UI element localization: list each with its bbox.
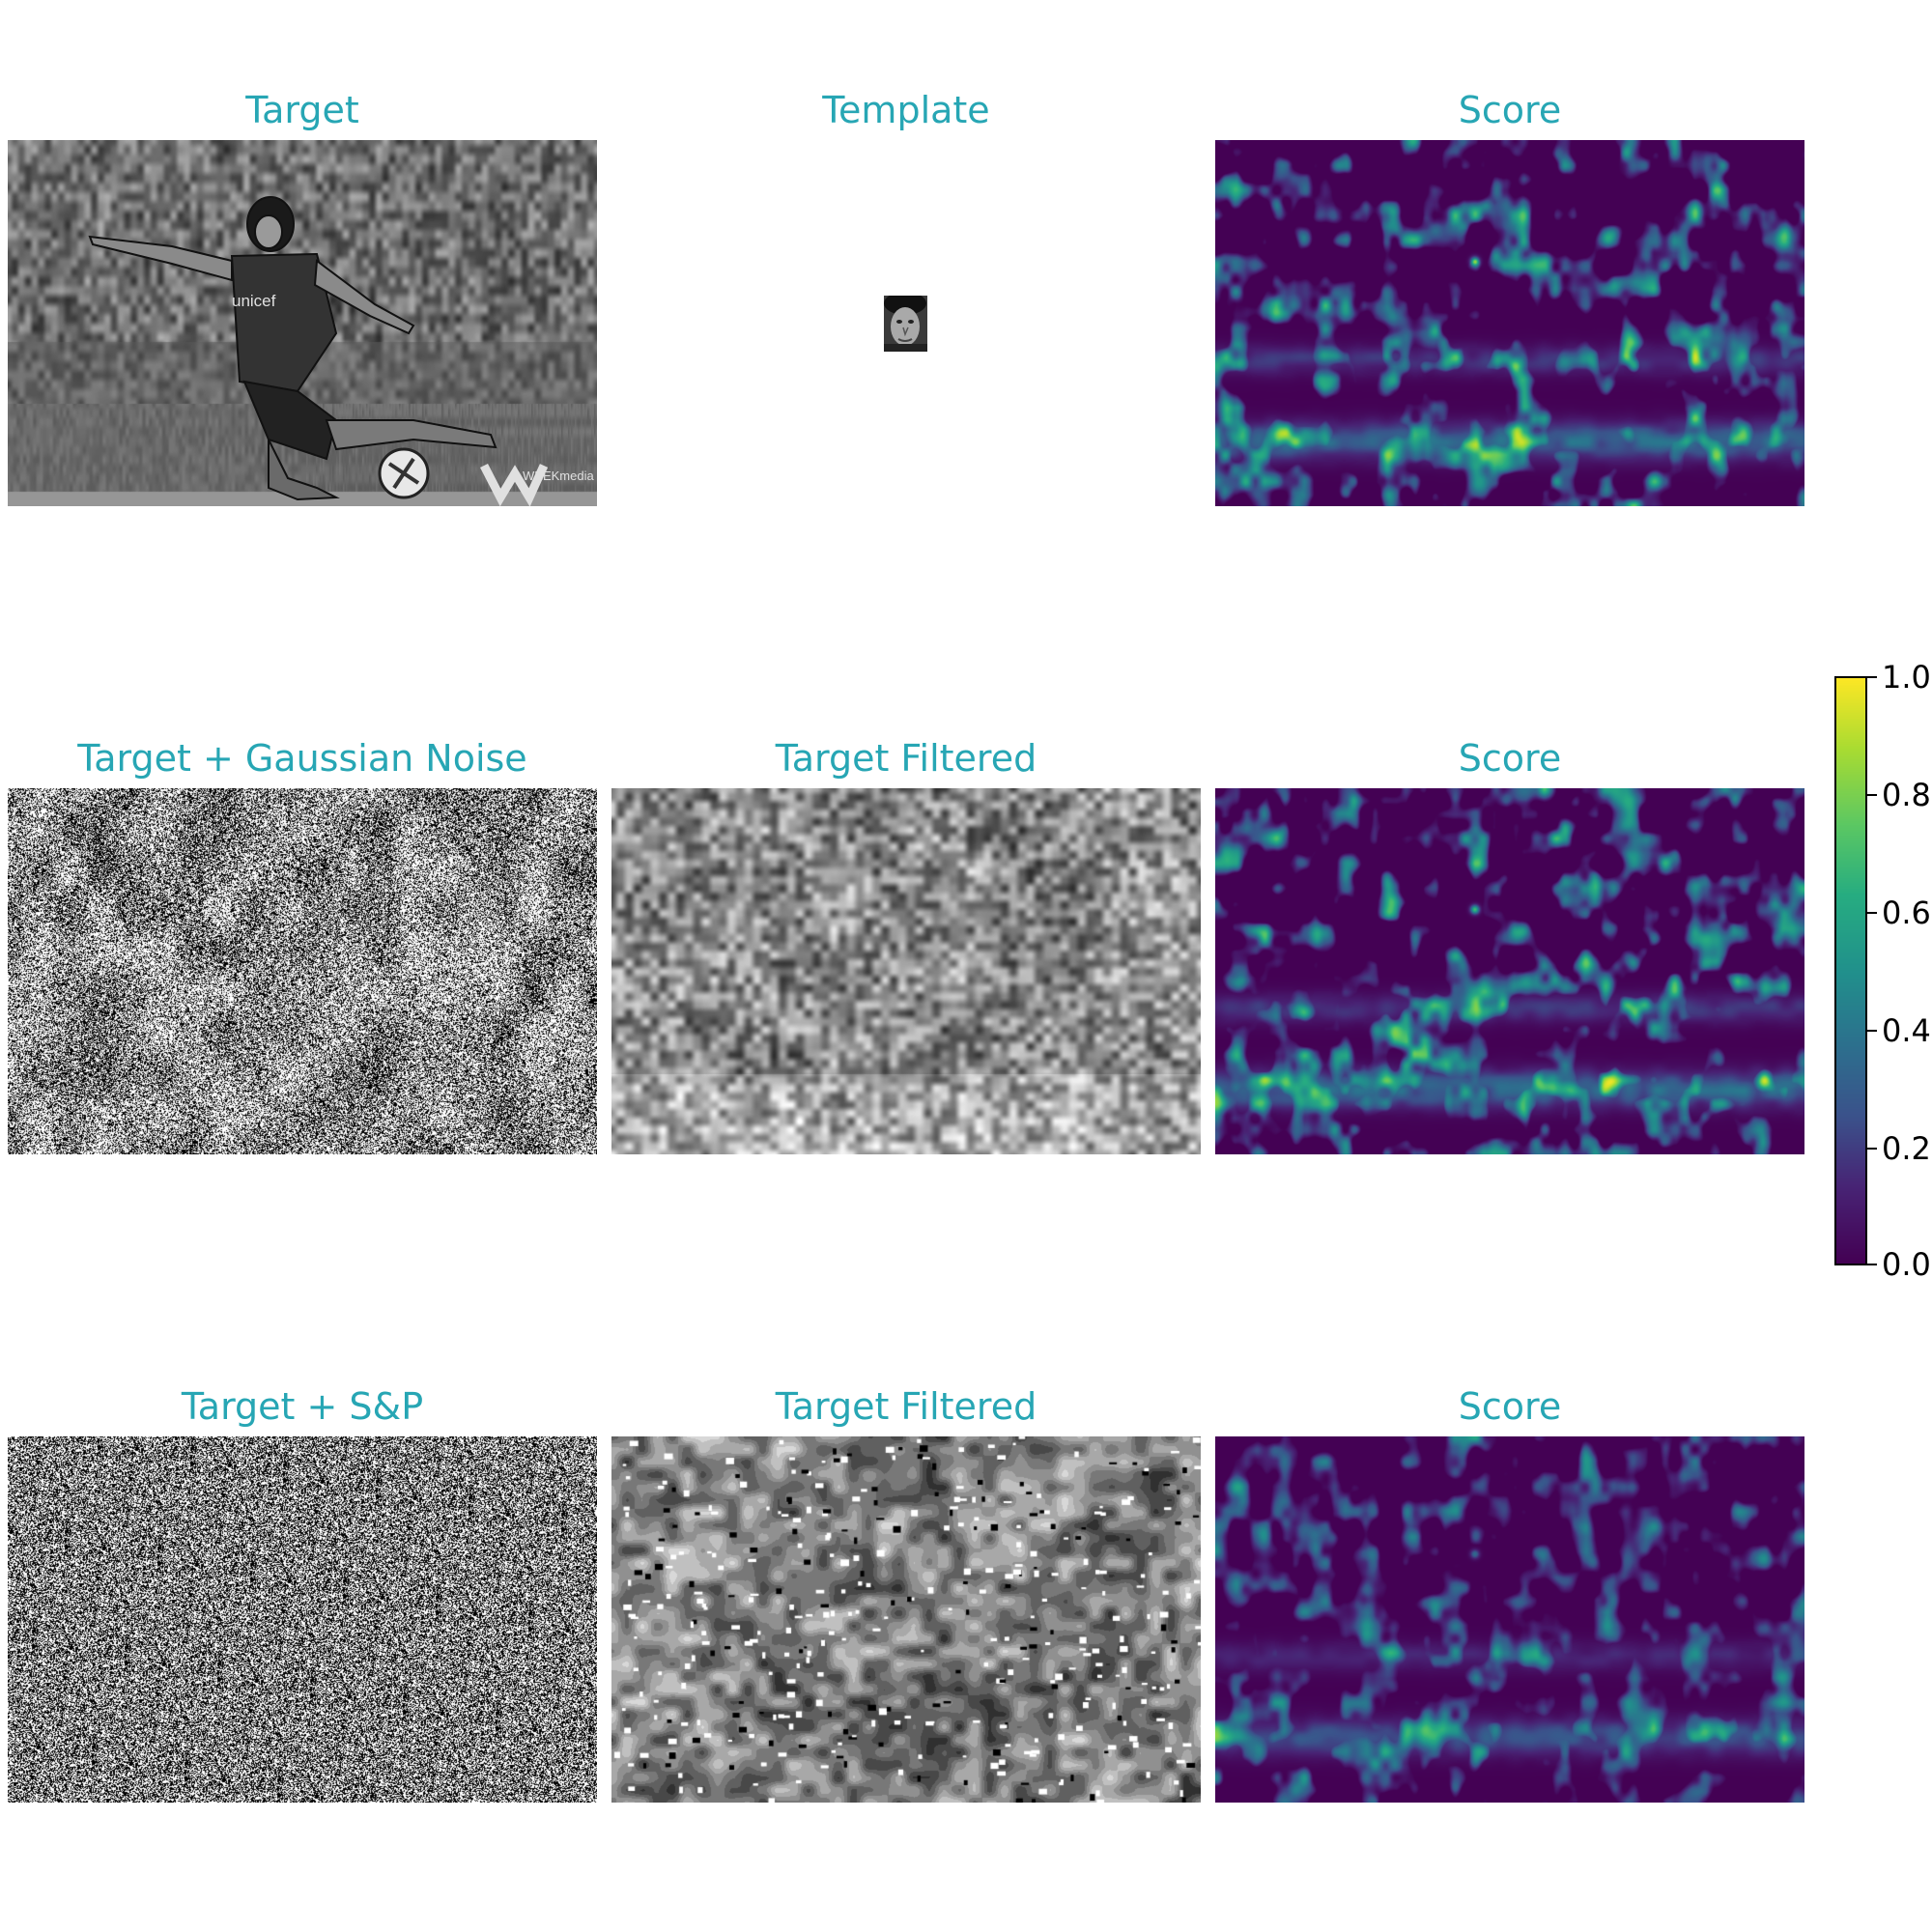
title-target-sp: Target + S&P (181, 1385, 424, 1428)
colorbar (1834, 676, 1867, 1265)
title-template: Template (822, 89, 990, 131)
title-target: Target (245, 89, 359, 131)
sp-noise-image (8, 1436, 597, 1803)
title-filtered-1: Target Filtered (775, 737, 1037, 780)
title-score-1: Score (1458, 89, 1562, 131)
target-image: unicef WEEKmedia (8, 140, 597, 506)
score-map-3 (1215, 1436, 1804, 1803)
gaussian-noise-image (8, 788, 597, 1154)
score-map-2 (1215, 788, 1804, 1154)
watermark-logo (479, 463, 549, 506)
title-score-3: Score (1458, 1385, 1562, 1428)
sp-filtered-image (611, 1436, 1201, 1803)
colorbar-tick-label: 0.4 (1882, 1012, 1931, 1049)
colorbar-tick-label: 0.0 (1882, 1246, 1931, 1283)
title-filtered-2: Target Filtered (775, 1385, 1037, 1428)
colorbar-tick-label: 1.0 (1882, 659, 1931, 696)
title-score-2: Score (1458, 737, 1562, 780)
colorbar-tick (1867, 912, 1877, 914)
title-target-gaussian: Target + Gaussian Noise (77, 737, 527, 780)
colorbar-tick-label: 0.2 (1882, 1130, 1931, 1167)
colorbar-tick (1867, 1264, 1877, 1265)
shirt-text: unicef (232, 292, 276, 310)
colorbar-tick (1867, 1030, 1877, 1032)
template-face-image (884, 296, 927, 352)
colorbar-tick (1867, 1148, 1877, 1150)
colorbar-tick-label: 0.6 (1882, 895, 1931, 931)
gaussian-filtered-image (611, 788, 1201, 1154)
watermark-text: WEEKmedia (523, 469, 594, 483)
template-panel (611, 140, 1201, 506)
colorbar-tick-label: 0.8 (1882, 777, 1931, 813)
colorbar-tick (1867, 794, 1877, 796)
colorbar-tick (1867, 676, 1877, 678)
score-map-1 (1215, 140, 1804, 506)
player-silhouette: unicef WEEKmedia (88, 196, 594, 506)
